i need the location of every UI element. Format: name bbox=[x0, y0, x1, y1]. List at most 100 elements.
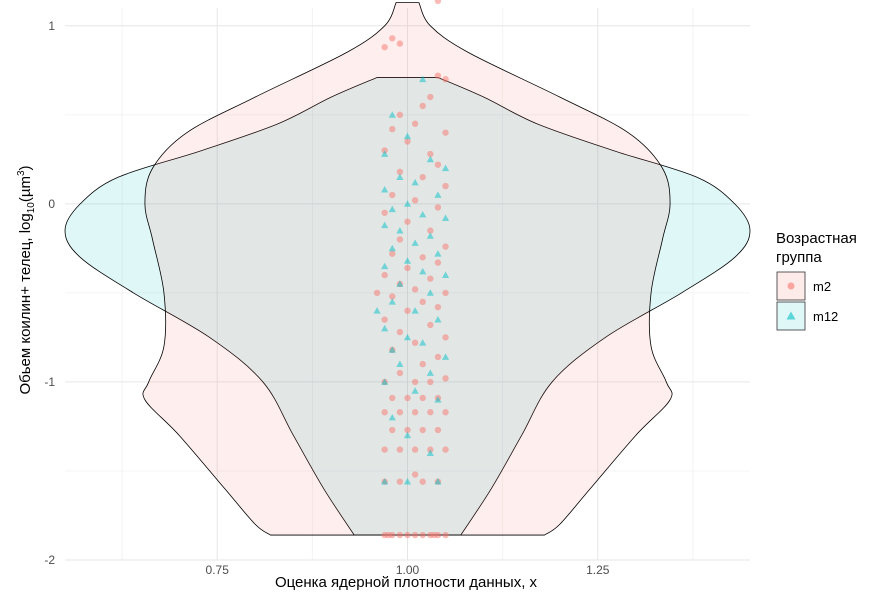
point-m2 bbox=[434, 353, 442, 361]
point-m2 bbox=[396, 236, 404, 243]
point-m2 bbox=[427, 409, 434, 416]
point-m2 bbox=[419, 426, 426, 434]
point-m2 bbox=[419, 254, 426, 261]
point-m12 bbox=[419, 75, 427, 83]
point-m2 bbox=[381, 316, 388, 323]
point-m12 bbox=[426, 449, 434, 457]
point-m2 bbox=[411, 197, 419, 204]
point-m2 bbox=[411, 120, 419, 127]
point-m12 bbox=[396, 173, 404, 181]
point-m12 bbox=[388, 111, 396, 118]
point-m12 bbox=[419, 267, 427, 275]
point-m12 bbox=[381, 150, 389, 157]
point-m2 bbox=[411, 409, 419, 416]
point-m12 bbox=[441, 164, 450, 172]
point-m2 bbox=[396, 409, 404, 416]
point-m12 bbox=[426, 155, 434, 163]
point-m12 bbox=[403, 257, 412, 264]
point-m12 bbox=[381, 262, 389, 270]
legend-label-m2: m2 bbox=[813, 279, 831, 294]
point-m2 bbox=[381, 209, 388, 216]
point-m12 bbox=[396, 226, 404, 234]
point-m2 bbox=[404, 426, 411, 434]
point-m2 bbox=[404, 264, 411, 272]
point-m2 bbox=[396, 531, 404, 539]
point-m12 bbox=[373, 307, 381, 314]
point-m12 bbox=[381, 378, 389, 385]
point-m2 bbox=[411, 286, 419, 293]
point-m12 bbox=[381, 186, 389, 193]
point-m2 bbox=[427, 378, 434, 386]
legend-marker-m12 bbox=[786, 311, 796, 320]
legend-title-line1: Возрастная bbox=[776, 230, 857, 247]
point-m2 bbox=[419, 173, 426, 181]
point-m2 bbox=[427, 275, 434, 282]
point-m2 bbox=[442, 409, 449, 416]
point-m12 bbox=[388, 244, 396, 252]
point-m2 bbox=[434, 161, 442, 168]
y-tick-labels: 1 0 -1 -2 bbox=[44, 19, 55, 567]
x-tick-label: 0.75 bbox=[206, 563, 230, 577]
point-m2 bbox=[411, 531, 419, 539]
point-m2 bbox=[442, 531, 449, 539]
point-m2 bbox=[434, 259, 442, 266]
point-m2 bbox=[442, 243, 449, 250]
point-m2 bbox=[442, 334, 449, 341]
point-m12 bbox=[396, 360, 404, 368]
point-m2 bbox=[427, 93, 434, 101]
point-m2 bbox=[419, 531, 426, 539]
point-m12 bbox=[381, 324, 389, 332]
point-m12 bbox=[411, 178, 419, 186]
point-m2 bbox=[419, 102, 426, 110]
point-m12 bbox=[441, 271, 450, 278]
point-m2 bbox=[385, 531, 392, 539]
point-m2 bbox=[427, 321, 434, 329]
point-m2 bbox=[427, 150, 434, 158]
point-m2 bbox=[404, 531, 411, 539]
data-point-layer bbox=[373, 0, 450, 539]
y-axis-title-superscript: 3 bbox=[16, 170, 27, 176]
point-m2 bbox=[434, 72, 442, 79]
y-tick-label: -2 bbox=[44, 553, 55, 567]
point-m2 bbox=[381, 271, 388, 279]
point-m2 bbox=[389, 293, 396, 300]
point-m2 bbox=[434, 0, 442, 5]
point-m12 bbox=[411, 387, 419, 394]
point-m2 bbox=[404, 394, 411, 402]
legend-marker-m2 bbox=[787, 282, 795, 290]
point-m12 bbox=[403, 333, 412, 341]
point-m12 bbox=[434, 250, 442, 257]
point-m12 bbox=[419, 339, 427, 346]
y-axis-title-main: Обьем коилин+ телец, log bbox=[17, 213, 34, 394]
point-m12 bbox=[411, 307, 419, 314]
point-m12 bbox=[441, 353, 450, 360]
y-axis-title-close: ) bbox=[17, 165, 34, 170]
point-m12 bbox=[396, 280, 404, 287]
point-m2 bbox=[389, 250, 396, 257]
point-m12 bbox=[434, 191, 442, 198]
legend-title-line2: группа bbox=[776, 249, 822, 266]
point-m12 bbox=[388, 298, 396, 305]
point-m2 bbox=[389, 125, 396, 133]
point-m2 bbox=[419, 360, 426, 368]
x-axis-title: Оценка ядерной плотности данных, x bbox=[275, 574, 538, 591]
point-m12 bbox=[381, 221, 389, 229]
point-m2 bbox=[427, 227, 434, 234]
legend-items: m2 m12 bbox=[776, 271, 838, 331]
point-m2 bbox=[381, 409, 388, 416]
point-m12 bbox=[388, 413, 396, 421]
y-tick-label: -1 bbox=[44, 375, 55, 389]
point-m2 bbox=[411, 378, 419, 386]
point-m2 bbox=[404, 218, 411, 225]
point-m12 bbox=[419, 210, 427, 218]
point-m12 bbox=[388, 346, 396, 353]
point-m2 bbox=[442, 129, 449, 136]
point-m2 bbox=[419, 478, 426, 485]
point-m2 bbox=[396, 111, 404, 119]
y-axis-title-unit: (µm bbox=[17, 176, 34, 202]
point-m12 bbox=[426, 369, 434, 376]
point-m2 bbox=[411, 339, 419, 346]
y-axis-title: Обьем коилин+ телец, log10(µm3) bbox=[16, 165, 37, 394]
point-m2 bbox=[389, 35, 396, 42]
